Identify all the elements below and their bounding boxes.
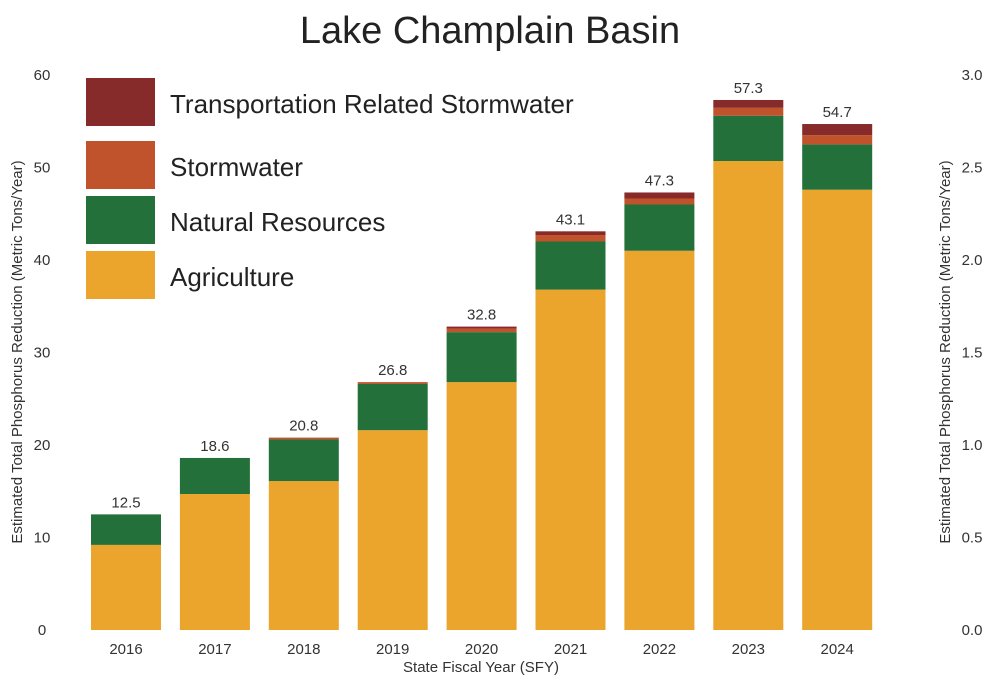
- bar-segment-natural-resources-2016: [91, 514, 161, 545]
- bar-segment-stormwater-2019: [357, 382, 428, 384]
- total-label-2024: 54.7: [823, 104, 852, 121]
- bar-segment-natural-resources-2022: [624, 204, 695, 251]
- bar-segment-transportation-related-stormwater-2024: [802, 124, 873, 136]
- legend-label-agriculture: Agriculture: [170, 262, 294, 292]
- total-label-2016: 12.5: [111, 494, 140, 511]
- chart-title: Lake Champlain Basin: [300, 10, 680, 52]
- total-label-2021: 43.1: [556, 211, 585, 228]
- total-label-2019: 26.8: [378, 362, 407, 379]
- y-tick-label-right: 0.0: [962, 622, 983, 639]
- y-tick-label-left: 60: [34, 67, 51, 84]
- y-tick-label-left: 0: [38, 622, 46, 639]
- bar-segment-agriculture-2024: [802, 189, 873, 630]
- x-axis-label: State Fiscal Year (SFY): [403, 659, 559, 676]
- bar-segment-natural-resources-2021: [535, 241, 606, 290]
- bar-segment-natural-resources-2017: [179, 457, 250, 495]
- bar-segment-agriculture-2017: [179, 494, 250, 630]
- y-tick-label-right: 0.5: [962, 530, 983, 547]
- bar-segment-transportation-related-stormwater-2023: [713, 99, 784, 108]
- legend-label-stormwater: Stormwater: [170, 152, 303, 182]
- bar-segment-natural-resources-2019: [357, 383, 428, 431]
- bar-segment-stormwater-2020: [446, 328, 517, 333]
- bar-segment-agriculture-2016: [91, 544, 161, 630]
- x-tick-label-2022: 2022: [643, 641, 676, 658]
- x-tick-label-2024: 2024: [821, 641, 854, 658]
- bar-segment-agriculture-2020: [446, 382, 517, 630]
- bar-segment-stormwater-2021: [535, 235, 606, 242]
- y-axis-label-right: Estimated Total Phosphorus Reduction (Me…: [937, 160, 954, 543]
- bar-segment-natural-resources-2024: [802, 144, 873, 190]
- legend-swatch-stormwater: [86, 141, 155, 189]
- y-tick-label-left: 10: [34, 530, 51, 547]
- legend-label-natural-resources: Natural Resources: [170, 207, 385, 237]
- bar-segment-transportation-related-stormwater-2022: [624, 192, 695, 199]
- y-tick-label-right: 2.5: [962, 160, 983, 177]
- y-tick-label-right: 3.0: [962, 67, 983, 84]
- bar-segment-stormwater-2024: [802, 135, 873, 145]
- y-axis-label-left: Estimated Total Phosphorus Reduction (Me…: [9, 160, 26, 543]
- x-tick-label-2018: 2018: [287, 641, 320, 658]
- total-label-2022: 47.3: [645, 172, 674, 189]
- bar-segment-transportation-related-stormwater-2021: [535, 231, 606, 236]
- bar-segment-agriculture-2018: [268, 481, 339, 630]
- bar-segment-agriculture-2019: [357, 430, 428, 630]
- legend-swatch-transportation-related-stormwater: [86, 78, 155, 126]
- bar-segment-natural-resources-2020: [446, 332, 517, 383]
- y-tick-label-right: 2.0: [962, 252, 983, 269]
- bar-segment-agriculture-2023: [713, 161, 784, 630]
- y-tick-label-left: 30: [34, 345, 51, 362]
- legend-label-transportation-related-stormwater: Transportation Related Stormwater: [170, 89, 574, 119]
- total-label-2018: 20.8: [289, 418, 318, 435]
- legend-swatch-natural-resources: [86, 196, 155, 244]
- y-tick-label-left: 50: [34, 160, 51, 177]
- bar-segment-agriculture-2022: [624, 250, 695, 630]
- bar-segment-natural-resources-2018: [268, 439, 339, 482]
- x-tick-label-2016: 2016: [109, 641, 142, 658]
- x-tick-label-2020: 2020: [465, 641, 498, 658]
- bar-segment-stormwater-2022: [624, 198, 695, 205]
- bar-segment-stormwater-2023: [713, 107, 784, 116]
- x-tick-label-2017: 2017: [198, 641, 231, 658]
- bar-segment-natural-resources-2023: [713, 115, 784, 162]
- x-tick-label-2019: 2019: [376, 641, 409, 658]
- legend-swatch-agriculture: [86, 251, 155, 299]
- total-label-2017: 18.6: [200, 438, 229, 455]
- x-tick-label-2021: 2021: [554, 641, 587, 658]
- x-tick-label-2023: 2023: [732, 641, 765, 658]
- bar-segment-transportation-related-stormwater-2020: [446, 326, 517, 329]
- total-label-2023: 57.3: [734, 80, 763, 97]
- bar-segment-agriculture-2021: [535, 289, 606, 630]
- y-tick-label-right: 1.0: [962, 437, 983, 454]
- total-label-2020: 32.8: [467, 307, 496, 324]
- bar-segment-stormwater-2018: [268, 437, 339, 440]
- y-tick-label-left: 40: [34, 252, 51, 269]
- y-tick-label-right: 1.5: [962, 345, 983, 362]
- y-tick-label-left: 20: [34, 437, 51, 454]
